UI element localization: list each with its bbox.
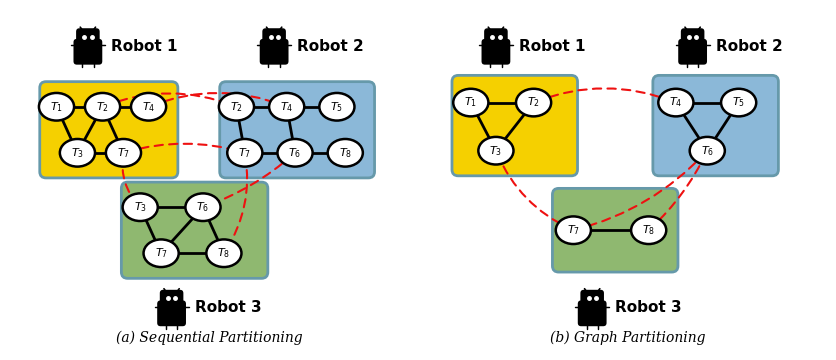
Text: $T_4$: $T_4$ bbox=[142, 100, 155, 114]
Ellipse shape bbox=[105, 139, 140, 167]
FancyBboxPatch shape bbox=[259, 39, 288, 65]
FancyBboxPatch shape bbox=[579, 290, 604, 307]
FancyBboxPatch shape bbox=[262, 28, 286, 46]
Text: $T_8$: $T_8$ bbox=[641, 223, 655, 237]
Ellipse shape bbox=[689, 137, 724, 165]
Text: (a) Sequential Partitioning: (a) Sequential Partitioning bbox=[116, 331, 302, 345]
FancyBboxPatch shape bbox=[40, 82, 177, 178]
Ellipse shape bbox=[269, 93, 304, 121]
Text: $T_3$: $T_3$ bbox=[134, 200, 146, 214]
FancyBboxPatch shape bbox=[680, 28, 704, 46]
FancyBboxPatch shape bbox=[652, 75, 777, 176]
Ellipse shape bbox=[453, 89, 488, 116]
Ellipse shape bbox=[478, 137, 512, 165]
Ellipse shape bbox=[227, 139, 263, 167]
Text: Robot 2: Robot 2 bbox=[297, 39, 364, 54]
Text: $T_6$: $T_6$ bbox=[196, 200, 209, 214]
Ellipse shape bbox=[130, 93, 166, 121]
Text: Robot 3: Robot 3 bbox=[194, 300, 261, 315]
Text: $T_4$: $T_4$ bbox=[669, 96, 681, 109]
Ellipse shape bbox=[60, 139, 95, 167]
FancyBboxPatch shape bbox=[552, 188, 677, 272]
FancyBboxPatch shape bbox=[481, 39, 510, 65]
Text: Robot 2: Robot 2 bbox=[715, 39, 782, 54]
Text: $T_1$: $T_1$ bbox=[50, 100, 63, 114]
Ellipse shape bbox=[721, 89, 756, 116]
Text: $T_8$: $T_8$ bbox=[217, 246, 230, 260]
Text: $T_7$: $T_7$ bbox=[566, 223, 579, 237]
Ellipse shape bbox=[123, 193, 157, 221]
FancyBboxPatch shape bbox=[483, 28, 507, 46]
Text: $T_1$: $T_1$ bbox=[464, 96, 477, 109]
FancyBboxPatch shape bbox=[74, 39, 102, 65]
Text: $T_6$: $T_6$ bbox=[700, 144, 713, 158]
Ellipse shape bbox=[657, 89, 692, 116]
Text: Robot 3: Robot 3 bbox=[614, 300, 681, 315]
Ellipse shape bbox=[327, 139, 362, 167]
Text: $T_2$: $T_2$ bbox=[96, 100, 109, 114]
FancyBboxPatch shape bbox=[160, 290, 183, 307]
Text: $T_6$: $T_6$ bbox=[288, 146, 301, 160]
Text: $T_7$: $T_7$ bbox=[238, 146, 251, 160]
Ellipse shape bbox=[219, 93, 254, 121]
Ellipse shape bbox=[630, 216, 665, 244]
Text: $T_3$: $T_3$ bbox=[489, 144, 502, 158]
Ellipse shape bbox=[278, 139, 313, 167]
Text: Robot 1: Robot 1 bbox=[110, 39, 177, 54]
Ellipse shape bbox=[38, 93, 74, 121]
Ellipse shape bbox=[144, 239, 179, 267]
Text: $T_5$: $T_5$ bbox=[330, 100, 343, 114]
Text: $T_2$: $T_2$ bbox=[527, 96, 539, 109]
Text: $T_5$: $T_5$ bbox=[732, 96, 744, 109]
FancyBboxPatch shape bbox=[451, 75, 577, 176]
Ellipse shape bbox=[85, 93, 120, 121]
FancyBboxPatch shape bbox=[76, 28, 99, 46]
Text: Robot 1: Robot 1 bbox=[518, 39, 584, 54]
Text: $T_4$: $T_4$ bbox=[280, 100, 293, 114]
Text: $T_2$: $T_2$ bbox=[230, 100, 242, 114]
Text: $T_7$: $T_7$ bbox=[117, 146, 130, 160]
FancyBboxPatch shape bbox=[577, 301, 606, 326]
Text: $T_8$: $T_8$ bbox=[339, 146, 351, 160]
Text: $T_3$: $T_3$ bbox=[71, 146, 84, 160]
Text: $T_7$: $T_7$ bbox=[155, 246, 167, 260]
FancyBboxPatch shape bbox=[121, 182, 268, 278]
Ellipse shape bbox=[186, 193, 221, 221]
FancyBboxPatch shape bbox=[219, 82, 375, 178]
Ellipse shape bbox=[555, 216, 590, 244]
Ellipse shape bbox=[515, 89, 550, 116]
FancyBboxPatch shape bbox=[677, 39, 706, 65]
Text: (b) Graph Partitioning: (b) Graph Partitioning bbox=[549, 331, 705, 345]
FancyBboxPatch shape bbox=[157, 301, 186, 326]
Ellipse shape bbox=[319, 93, 354, 121]
Ellipse shape bbox=[206, 239, 241, 267]
